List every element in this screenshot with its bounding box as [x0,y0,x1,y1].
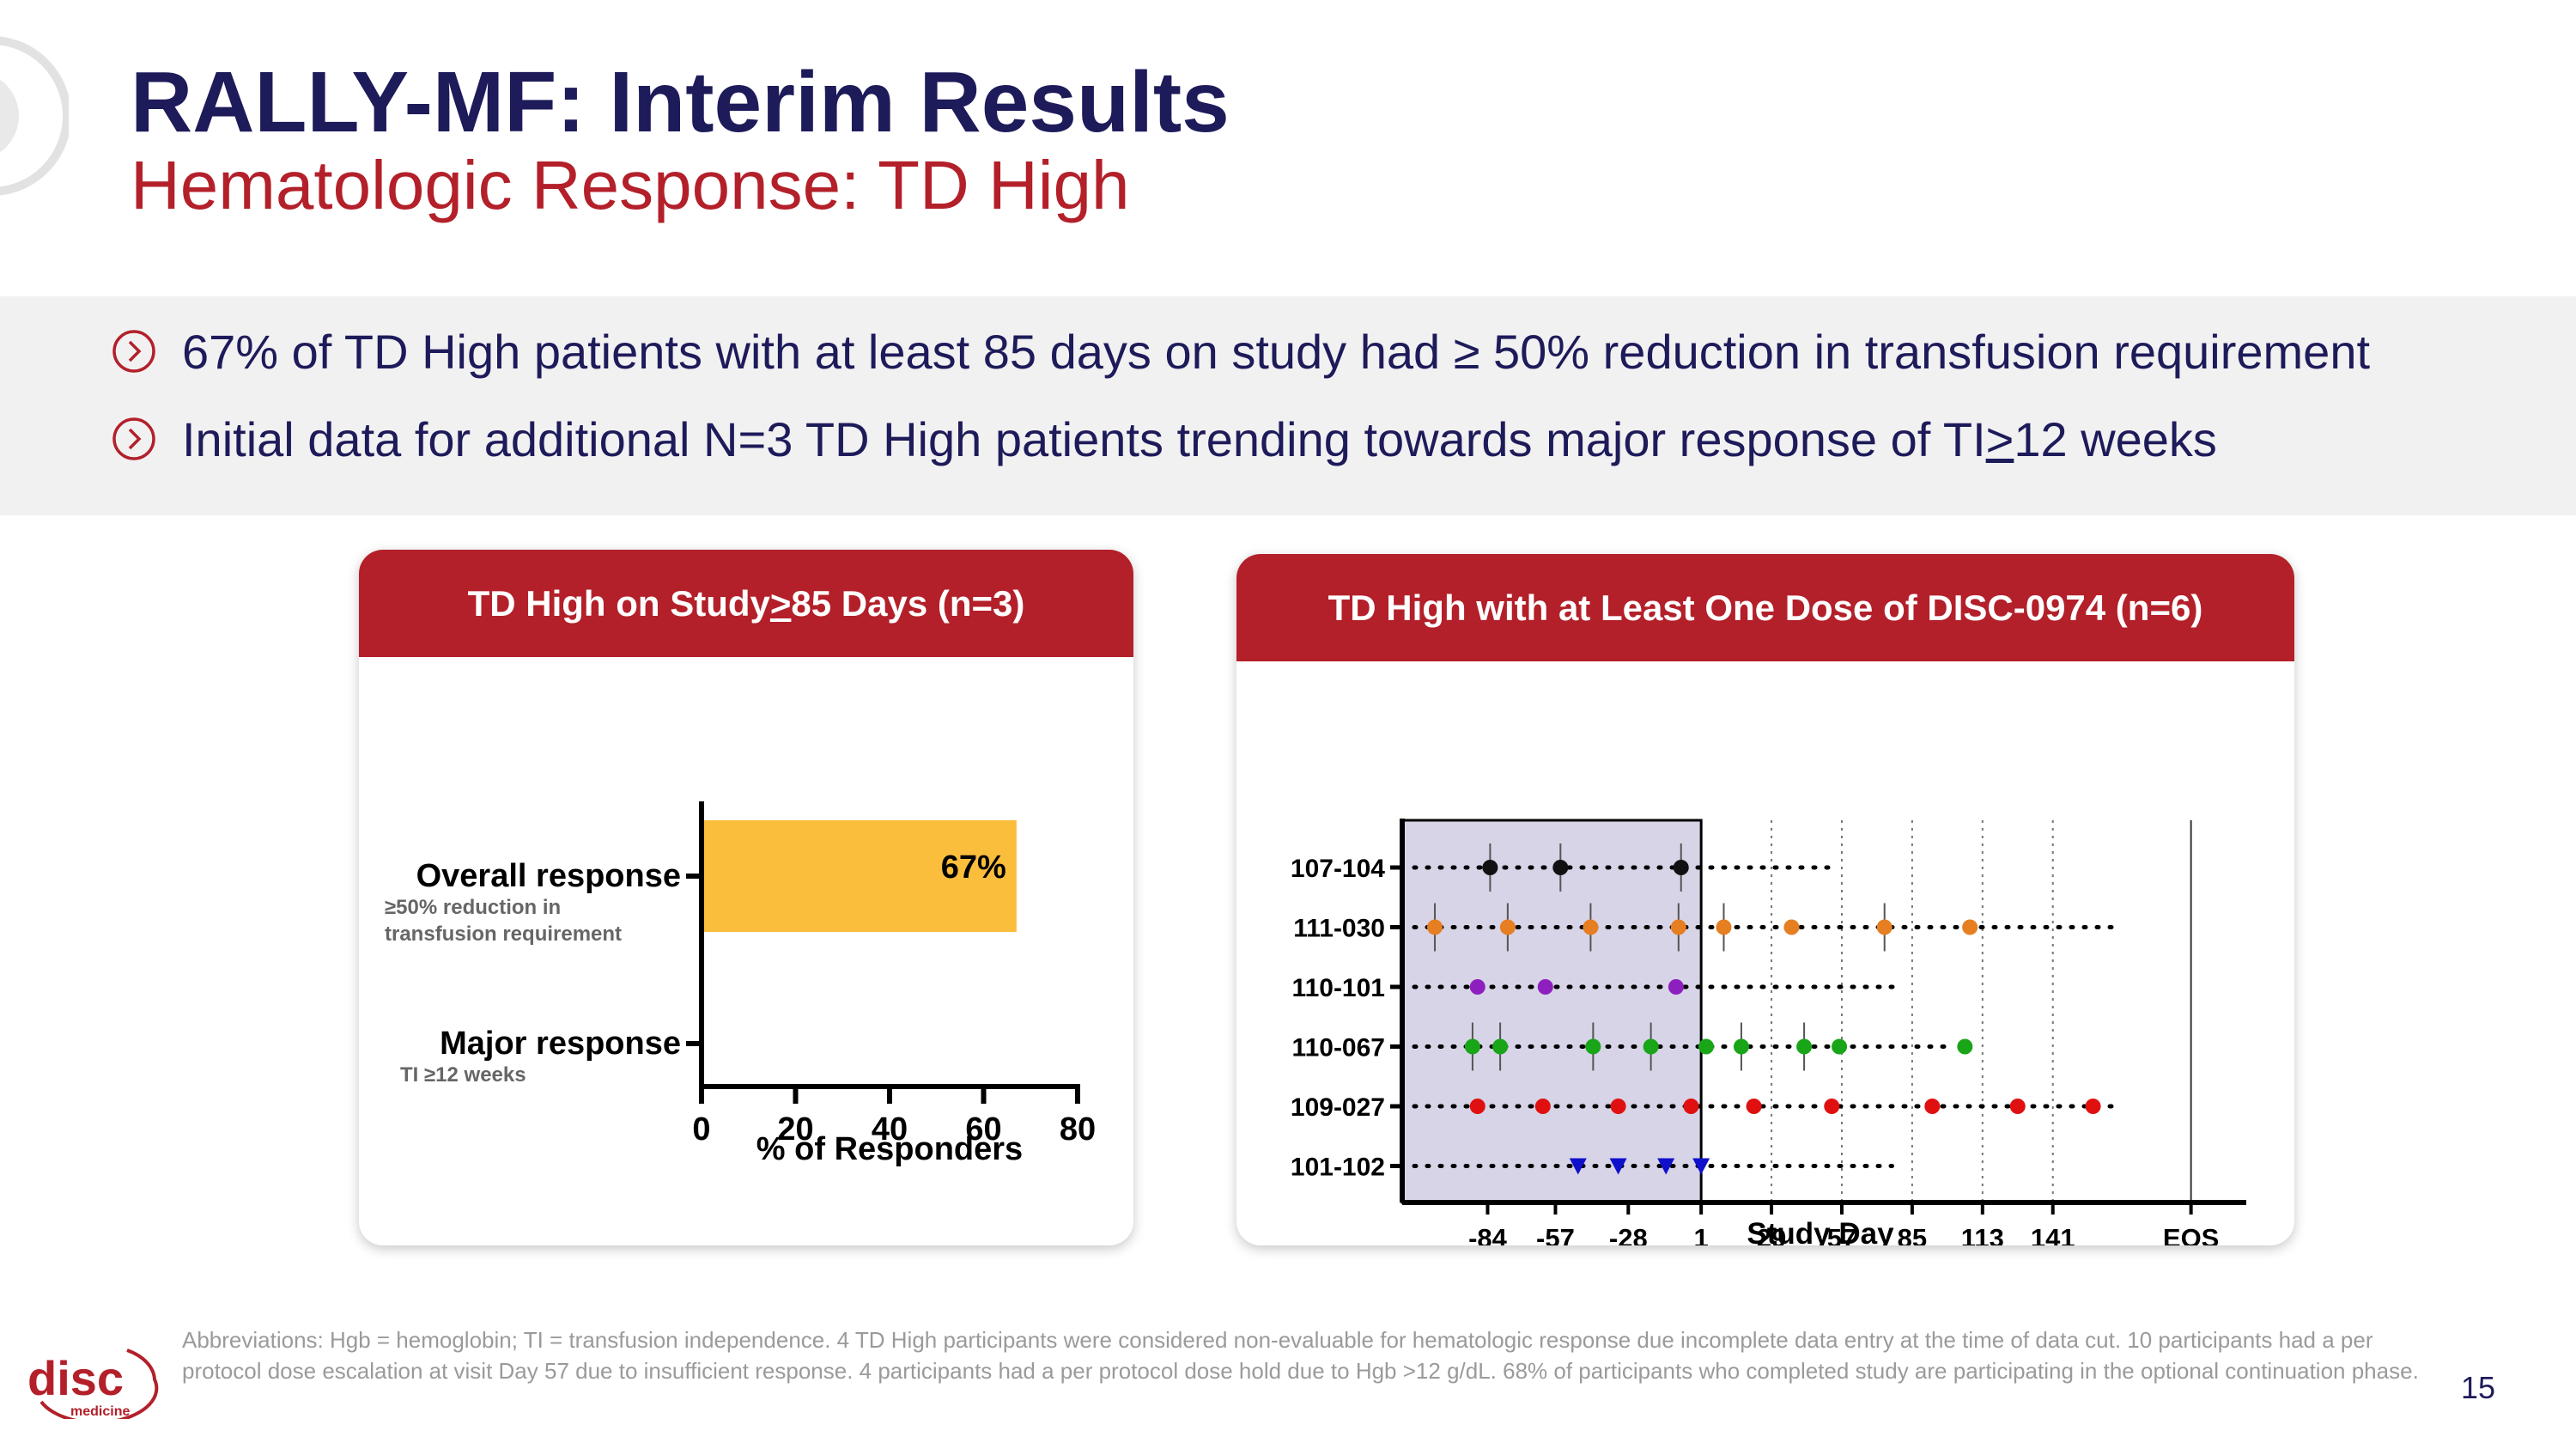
patient-label: 101-102 [1291,1154,1385,1182]
x-tick-label: -57 [1536,1223,1575,1245]
dose-point [1796,1038,1813,1055]
dose-point [2085,1099,2101,1114]
bar-chart-panel: TD High on Study >85 Days (n=3) 67% Overa… [359,550,1133,1245]
dose-point [1583,919,1599,935]
bar-value-label: 67% [941,849,1006,886]
x-axis-title: Study Day [1747,1217,1894,1245]
patient-label: 110-101 [1292,974,1385,1002]
dose-timeline-chart: 107-104 111-030 110-101 110-067 109-027 101-1… [1291,819,2246,1245]
pre-treatment-region [1400,819,1703,1204]
bar-chart: 67% Overall response≥50% reduction in tran… [385,801,1096,1167]
dose-timeline-panel: TD High with at Least One Dose of DISC-0… [1236,554,2294,1245]
x-tick-label: 80 [1060,1111,1096,1148]
logo-wordmark: disc [27,1351,124,1405]
dose-point [1832,1038,1848,1055]
x-axis-title: % of Responders [756,1131,1023,1167]
dose-point [1643,1038,1659,1055]
category-label: Major response [440,1026,681,1062]
bar [704,820,1017,932]
dose-point [1552,860,1569,875]
x-tick-label: EOS [2163,1223,2219,1245]
x-tick-label: 0 [692,1111,710,1148]
x-tick-label: -28 [1609,1223,1648,1245]
dose-point [1427,919,1443,935]
decorative-circle [0,36,69,196]
category-sublabel: TI ≥12 weeks [400,1063,526,1087]
bullet-item: 67% of TD High patients with at least 85… [112,321,2370,381]
dose-point [1924,1099,1941,1114]
timeline-chart-title: TD High with at Least One Dose of DISC-0… [1236,554,2294,661]
chevron-circle-icon [112,417,155,460]
dose-point [1716,919,1732,935]
x-tick-label: 57 [1827,1223,1856,1245]
bar-chart-title: TD High on Study >85 Days (n=3) [359,550,1133,657]
dose-point [1670,919,1686,935]
dose-point [1962,919,1978,935]
dose-point [1876,919,1893,935]
patient-label: 107-104 [1291,855,1385,883]
x-tick-label: 141 [2031,1223,2075,1245]
disc-medicine-logo: disc medicine [27,1349,159,1419]
footnote: Abbreviations: Hgb = hemoglobin; TI = tr… [182,1327,2419,1384]
x-tick-label: 113 [1961,1223,2004,1245]
x-tick-label: 60 [965,1111,1001,1148]
dose-point [1783,919,1800,935]
dose-point [1469,979,1485,995]
dose-point [1464,1038,1480,1055]
x-tick-label: 85 [1898,1223,1927,1245]
dose-point [1585,1038,1601,1055]
logo-tagline: medicine [70,1404,130,1419]
x-tick-label: 1 [1694,1223,1709,1245]
chevron-circle-icon [112,330,155,373]
x-tick-label: 29 [1757,1223,1786,1245]
dose-point [1537,979,1553,995]
dose-point [1698,1038,1714,1055]
dose-point [1569,1158,1587,1175]
x-tick-label: 40 [872,1111,908,1148]
bullet-text: 67% of TD High patients with at least 85… [182,324,2371,379]
dose-point [1746,1099,1762,1114]
page-subtitle: Hematologic Response: TD High [131,147,1130,223]
dose-point [2009,1099,2026,1114]
dose-point [1733,1038,1749,1055]
dose-point [1683,1099,1699,1114]
x-tick-label: -84 [1468,1223,1508,1245]
dose-point [1610,1099,1626,1114]
bullet-item: Initial data for additional N=3 TD High … [112,409,2217,469]
patient-label: 109-027 [1291,1093,1385,1122]
dose-point [1957,1038,1973,1055]
summary-band [0,296,2576,515]
page-number: 15 [2461,1370,2496,1405]
dose-point [1469,1099,1485,1114]
dose-point [1492,1038,1509,1055]
dose-point [1824,1099,1840,1114]
x-tick-label: 20 [777,1111,813,1148]
dose-point [1657,1158,1675,1175]
dose-point [1534,1099,1551,1114]
patient-label: 111-030 [1293,915,1385,943]
dose-point [1499,919,1516,935]
category-label: Overall response [416,858,681,894]
category-sublabel: ≥50% reduction in transfusion requirement [385,896,622,946]
bullet-text: Initial data for additional N=3 TD High … [182,411,2217,466]
dose-point [1482,860,1498,875]
dose-point [1668,979,1684,995]
dose-point [1692,1158,1710,1175]
dose-point [1609,1158,1627,1175]
page-title: RALLY-MF: Interim Results [131,54,1230,150]
dose-point [1673,860,1689,875]
patient-label: 110-067 [1292,1034,1385,1062]
